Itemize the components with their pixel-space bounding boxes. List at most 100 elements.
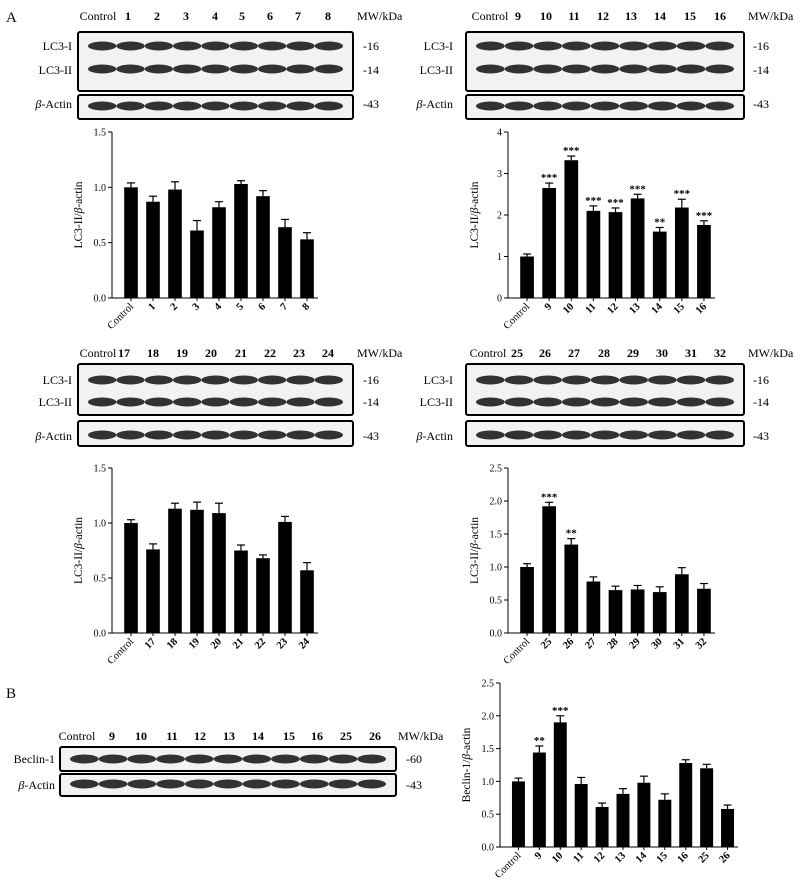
lane-label: 13 <box>625 9 637 23</box>
blot-row-label: LC3-II <box>39 395 72 409</box>
x-tick-label: Control <box>493 850 524 881</box>
x-tick-label: 3 <box>191 301 202 312</box>
band <box>229 375 258 385</box>
y-axis-label: Beclin-1/β-actin <box>461 727 473 802</box>
band <box>590 375 620 385</box>
lane-label: 15 <box>684 9 696 23</box>
x-tick-label: 12 <box>605 301 620 316</box>
significance-label: *** <box>607 197 624 209</box>
band <box>590 101 620 111</box>
band <box>201 375 230 385</box>
blot-frame <box>465 31 745 92</box>
lane-label: 17 <box>118 346 130 360</box>
lane-label: 27 <box>568 346 580 360</box>
x-tick-label: 1 <box>147 301 158 312</box>
y-tick-label: 0.5 <box>482 810 495 821</box>
band <box>533 430 563 440</box>
band <box>144 101 173 111</box>
bar <box>595 806 609 847</box>
bar <box>637 782 651 847</box>
band <box>619 41 649 51</box>
chart-2: 01234LC3-II/β-actinControl***9***10***11… <box>469 128 715 332</box>
band <box>201 64 230 74</box>
band <box>70 779 99 789</box>
lane-label: Control <box>80 9 117 23</box>
bar <box>630 198 645 298</box>
bar <box>212 207 226 298</box>
band <box>201 41 230 51</box>
blot-row-label: LC3-II <box>420 395 453 409</box>
bar <box>278 521 292 633</box>
band <box>229 101 258 111</box>
lane-label: 22 <box>264 346 276 360</box>
x-tick-label: 27 <box>583 636 598 651</box>
x-tick-label: 25 <box>539 636 554 651</box>
x-tick-label: 29 <box>628 636 643 651</box>
band <box>476 41 505 51</box>
blot-4: Control 25 26 27 28 29 30 31 32 MW/kDa LC3-I -16 LC3… <box>415 346 794 447</box>
band <box>705 64 735 74</box>
band <box>201 430 230 440</box>
lane-label: 25 <box>340 729 352 743</box>
significance-label: ** <box>534 735 546 747</box>
band <box>619 64 649 74</box>
blot-1: Control 1 2 3 4 5 6 7 8 MW/kDa LC3-I -16 LC3-II -14 β-… <box>34 9 403 120</box>
lane-label: 18 <box>147 346 159 360</box>
bar <box>234 550 248 633</box>
x-tick-label: 12 <box>592 850 607 865</box>
band <box>476 375 505 385</box>
y-tick-label: 1.0 <box>482 777 495 788</box>
bar <box>520 256 534 298</box>
bar <box>697 224 711 298</box>
bar <box>542 506 557 633</box>
band <box>184 779 214 789</box>
y-tick-label: 2.0 <box>482 711 495 722</box>
bar <box>574 784 588 847</box>
lane-label: 31 <box>685 346 697 360</box>
blot-3: Control 17 18 19 20 21 22 23 24 MW/kDa LC3-I -16 LC3… <box>34 346 403 447</box>
band <box>562 430 591 440</box>
band <box>173 397 202 407</box>
mw-marker: -14 <box>363 63 379 77</box>
lane-label: 13 <box>223 729 235 743</box>
lane-label: 15 <box>283 729 295 743</box>
band <box>562 41 591 51</box>
significance-label: *** <box>674 188 691 200</box>
y-tick-label: 2 <box>497 211 502 222</box>
y-tick-label: 1.0 <box>94 183 107 194</box>
band <box>533 397 563 407</box>
significance-label: *** <box>541 491 558 503</box>
x-tick-label: 11 <box>584 301 599 316</box>
band <box>173 430 202 440</box>
lane-label: 3 <box>183 9 189 23</box>
y-tick-label: 0.0 <box>94 294 107 305</box>
bar <box>511 781 525 847</box>
band <box>619 101 649 111</box>
blot-row-label: LC3-II <box>39 63 72 77</box>
x-tick-label: 26 <box>717 850 732 865</box>
band <box>705 397 735 407</box>
mw-marker: -60 <box>406 752 422 766</box>
band <box>476 430 505 440</box>
band <box>201 101 230 111</box>
bar <box>190 509 204 633</box>
significance-label: *** <box>563 145 580 157</box>
lane-label: 9 <box>109 729 115 743</box>
band <box>676 375 706 385</box>
band <box>533 41 563 51</box>
band <box>357 754 386 764</box>
x-tick-label: 15 <box>672 301 687 316</box>
y-axis-label: LC3-II/β-actin <box>73 181 85 248</box>
band <box>705 41 735 51</box>
significance-label: *** <box>552 705 569 717</box>
x-tick-label: 14 <box>634 850 650 866</box>
y-tick-label: 0.5 <box>94 574 107 585</box>
x-tick-label: 18 <box>165 636 180 651</box>
band <box>562 64 591 74</box>
lane-label: 7 <box>295 9 301 23</box>
band <box>88 375 117 385</box>
lane-label: Control <box>59 729 96 743</box>
bar <box>168 508 182 633</box>
band <box>286 41 315 51</box>
band <box>173 375 202 385</box>
